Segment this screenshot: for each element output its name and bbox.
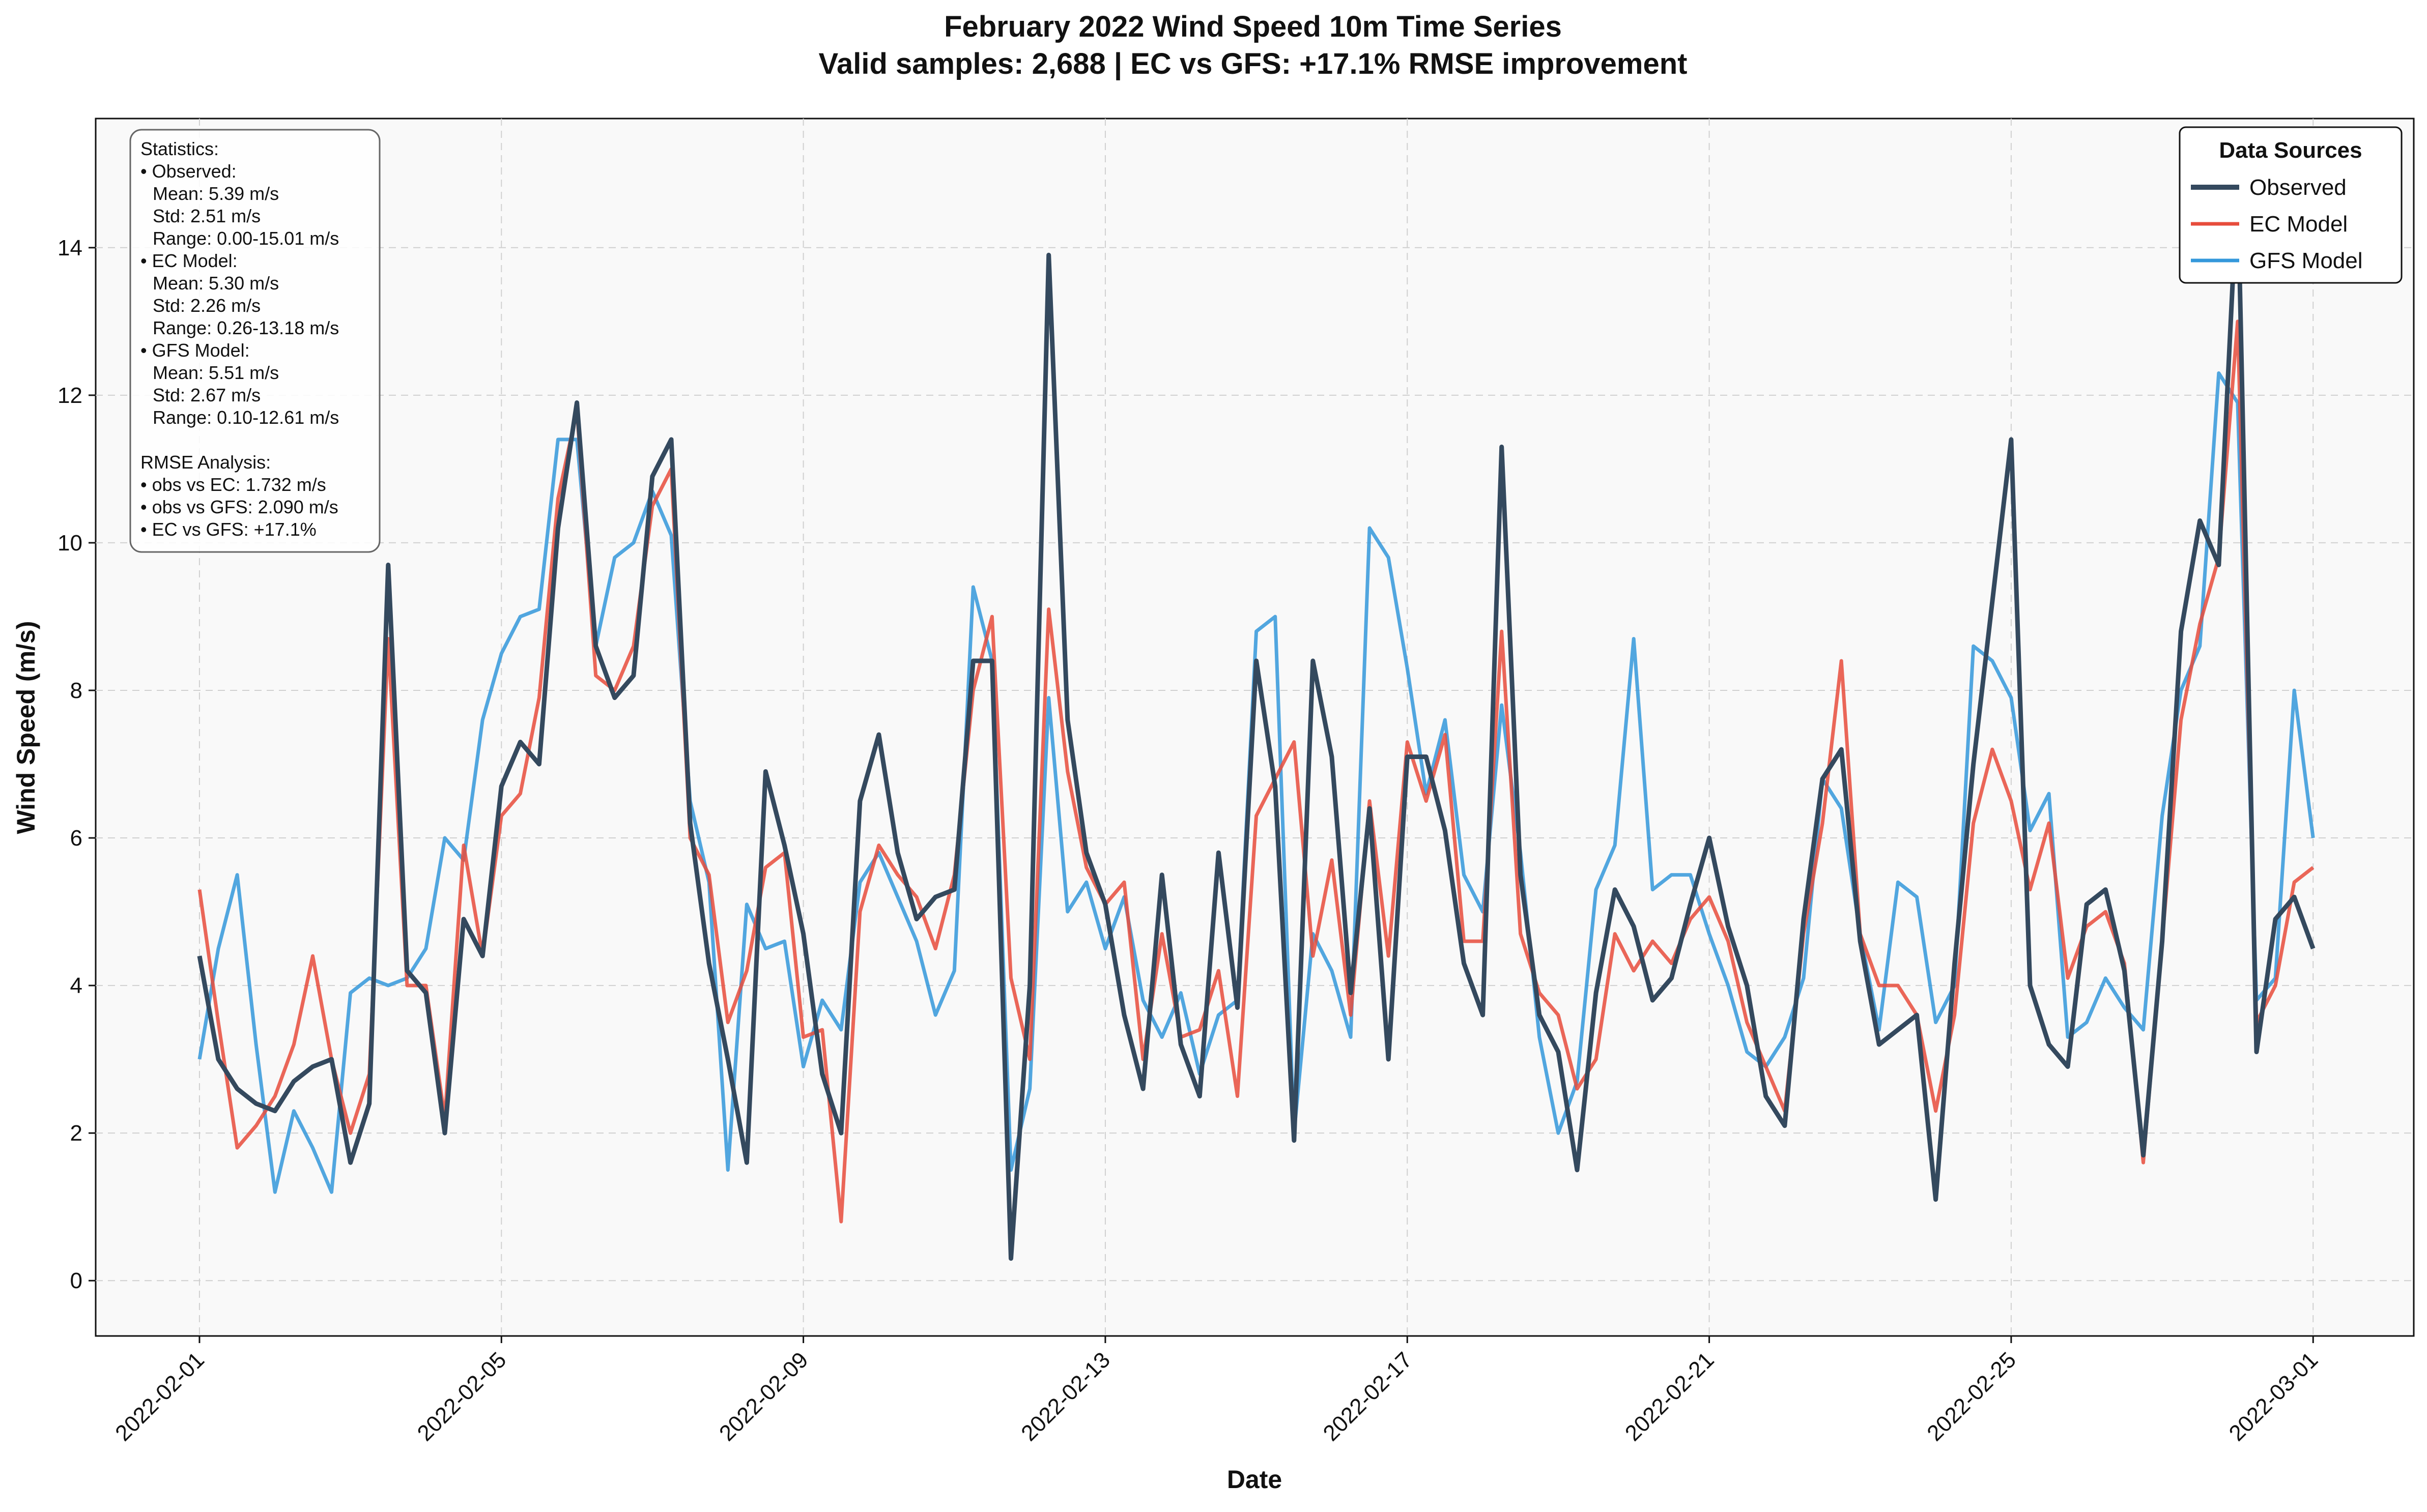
- stats-ec-range: Range: 0.26-13.18 m/s: [153, 317, 339, 338]
- y-tick-label: 2: [70, 1121, 82, 1146]
- legend-item-label: EC Model: [2249, 212, 2348, 237]
- y-tick-label: 14: [58, 236, 82, 260]
- stats-ec-std: Std: 2.26 m/s: [153, 295, 261, 316]
- y-tick-label: 6: [70, 826, 82, 851]
- stats-rmse-header: RMSE Analysis:: [140, 452, 271, 473]
- legend-item-label: GFS Model: [2249, 248, 2363, 273]
- x-axis-label: Date: [1227, 1465, 1282, 1494]
- y-axis-label: Wind Speed (m/s): [12, 621, 40, 834]
- series-lines: [197, 179, 2316, 1261]
- y-tick-label: 10: [58, 531, 82, 556]
- stats-ec-mean: Mean: 5.30 m/s: [153, 273, 279, 294]
- stats-obs-range: Range: 0.00-15.01 m/s: [153, 228, 339, 249]
- stats-rmse-obs-ec: • obs vs EC: 1.732 m/s: [140, 474, 326, 495]
- stats-box: Statistics: • Observed: Mean: 5.39 m/s S…: [129, 129, 381, 553]
- legend-title: Data Sources: [2219, 138, 2362, 163]
- series-line-gfs-model: [197, 371, 2315, 1194]
- y-tick-label: 4: [70, 973, 82, 998]
- stats-header: Statistics:: [140, 138, 219, 159]
- stats-gfs-label: • GFS Model:: [140, 340, 250, 361]
- stats-obs-label: • Observed:: [140, 161, 237, 182]
- legend-item-label: Observed: [2249, 175, 2347, 200]
- stats-obs-std: Std: 2.51 m/s: [153, 206, 261, 226]
- stats-ec-label: • EC Model:: [140, 250, 238, 271]
- y-tick-label: 0: [70, 1268, 82, 1293]
- series-line-observed: [197, 179, 2316, 1261]
- y-tick-label: 8: [70, 678, 82, 703]
- stats-gfs-range: Range: 0.10-12.61 m/s: [153, 407, 339, 428]
- stats-obs-mean: Mean: 5.39 m/s: [153, 183, 279, 204]
- y-tick-label: 12: [58, 383, 82, 408]
- stats-rmse-obs-gfs: • obs vs GFS: 2.090 m/s: [140, 497, 338, 517]
- stats-gfs-std: Std: 2.67 m/s: [153, 385, 261, 405]
- chart-subtitle: Valid samples: 2,688 | EC vs GFS: +17.1%…: [819, 47, 1688, 80]
- series-line-ec-model: [197, 319, 2315, 1224]
- stats-rmse-ec-gfs: • EC vs GFS: +17.1%: [140, 519, 317, 540]
- stats-gfs-mean: Mean: 5.51 m/s: [153, 362, 279, 383]
- grid: [96, 119, 2414, 1336]
- chart-title: February 2022 Wind Speed 10m Time Series: [944, 10, 1562, 43]
- legend: Data Sources Observed EC Model GFS Model: [2179, 126, 2403, 284]
